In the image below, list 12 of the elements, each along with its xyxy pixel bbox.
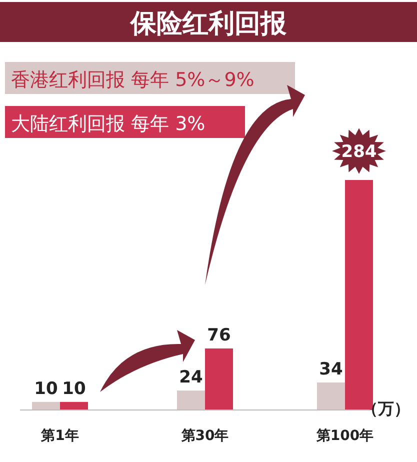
data-label: 284 — [341, 142, 377, 162]
data-label: 76 — [207, 325, 231, 346]
x-tick-label: 第1年 — [40, 428, 79, 444]
data-label: 10 — [34, 378, 58, 399]
data-label: 24 — [179, 368, 203, 388]
annotation: （万） — [362, 399, 410, 418]
x-tick-label: 第100年 — [315, 428, 374, 444]
data-label: 10 — [62, 378, 86, 399]
data-label: 34 — [319, 359, 343, 380]
x-tick-label: 第30年 — [180, 428, 229, 444]
chart-title: 保险红利回报 — [130, 9, 288, 39]
legend: 香港红利回报 每年 5%～9% 大陆红利回报 每年 3% — [5, 62, 295, 138]
